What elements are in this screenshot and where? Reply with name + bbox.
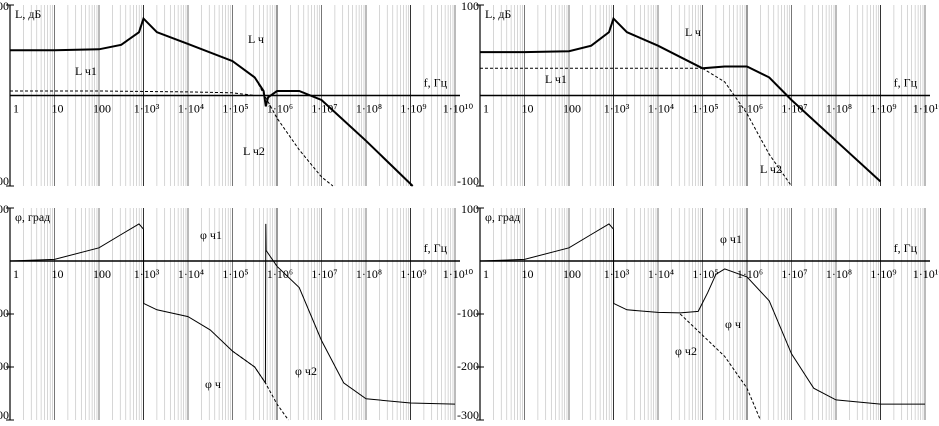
y-tick-label: 100: [0, 174, 9, 188]
x-tick-label: 1·10⁵: [692, 267, 718, 281]
series-label: L ч: [685, 25, 701, 39]
y-tick-label: 100: [0, 202, 9, 216]
series-line: [479, 223, 925, 405]
x-axis-label: f, Гц: [424, 241, 448, 255]
series-label: φ ч2: [295, 364, 317, 378]
x-tick-label: 1·10¹⁰: [913, 101, 939, 115]
y-axis-label: φ, град: [15, 210, 50, 224]
x-tick-label: 1·10⁴: [648, 267, 674, 281]
x-tick-label: 1·10⁷: [781, 267, 807, 281]
x-tick-label: 1·10⁴: [178, 267, 204, 281]
x-axis-label: f, Гц: [894, 241, 918, 255]
x-tick-label: 100: [93, 101, 111, 115]
series-label: L ч: [248, 32, 264, 46]
x-tick-label: 1·10⁸: [356, 267, 382, 281]
y-tick-label: 300: [0, 408, 9, 422]
y-tick-label: -300: [457, 408, 479, 422]
x-tick-label: 1·10⁸: [356, 101, 382, 115]
series-line: [679, 313, 761, 421]
x-tick-label: 10: [522, 101, 534, 115]
series-line: [10, 16, 414, 187]
x-tick-label: 1·10⁹: [400, 101, 426, 115]
x-tick-label: 1·10¹⁰: [443, 101, 474, 115]
x-tick-label: 1·10⁴: [648, 101, 674, 115]
x-tick-label: 1: [13, 267, 19, 281]
x-tick-label: 1·10⁵: [222, 101, 248, 115]
x-tick-label: 1·10⁷: [311, 101, 337, 115]
x-tick-label: 1·10⁹: [870, 101, 896, 115]
x-tick-label: 1: [483, 267, 489, 281]
y-tick-label: 100: [461, 202, 479, 216]
series-label: φ ч: [725, 317, 741, 331]
x-tick-label: 100: [563, 101, 581, 115]
series-line: [480, 16, 882, 183]
x-tick-label: 100: [563, 267, 581, 281]
x-tick-label: 1·10³: [604, 101, 630, 115]
x-axis-label: f, Гц: [894, 75, 918, 89]
y-tick-label: 100: [0, 306, 9, 320]
x-axis-label: f, Гц: [424, 75, 448, 89]
series-label: L ч2: [760, 162, 782, 176]
series-label: φ ч1: [720, 232, 742, 246]
x-tick-label: 1·10¹⁰: [443, 267, 474, 281]
x-tick-label: 1·10⁹: [400, 267, 426, 281]
x-tick-label: 10: [52, 267, 64, 281]
y-axis-label: L, дБ: [485, 7, 511, 21]
x-tick-label: 1·10⁶: [737, 101, 763, 115]
x-tick-label: 1·10⁶: [267, 267, 293, 281]
y-tick-label: 100: [461, 0, 479, 13]
y-axis-label: φ, град: [485, 210, 520, 224]
x-tick-label: 1·10⁷: [311, 267, 337, 281]
series-label: φ ч2: [675, 344, 697, 358]
y-tick-label: -100: [457, 306, 479, 320]
x-tick-label: 1·10⁵: [222, 267, 248, 281]
x-tick-label: 100: [93, 267, 111, 281]
x-tick-label: 1·10⁶: [267, 101, 293, 115]
x-tick-label: 1·10⁵: [692, 101, 718, 115]
x-tick-label: 1·10³: [134, 101, 160, 115]
y-axis-label: L, дБ: [15, 7, 41, 21]
series-label: L ч2: [243, 144, 265, 158]
x-tick-label: 1: [483, 101, 489, 115]
x-tick-label: 10: [522, 267, 534, 281]
y-tick-label: 200: [0, 359, 9, 373]
series-label: φ ч: [205, 377, 221, 391]
x-tick-label: 1·10³: [134, 267, 160, 281]
x-tick-label: 1·10⁸: [826, 101, 852, 115]
x-tick-label: 1·10⁹: [870, 267, 896, 281]
y-tick-label: -200: [457, 359, 479, 373]
x-tick-label: 1·10⁸: [826, 267, 852, 281]
x-tick-label: 1: [13, 101, 19, 115]
series-label: φ ч1: [200, 228, 222, 242]
series-line: [702, 67, 792, 187]
y-tick-label: 100: [0, 0, 9, 13]
x-tick-label: 1·10⁴: [178, 101, 204, 115]
series-line: [232, 60, 334, 187]
series-label: L ч1: [545, 72, 567, 86]
y-tick-label: -100: [457, 174, 479, 188]
series-label: L ч1: [75, 64, 97, 78]
x-tick-label: 1·10⁷: [781, 101, 807, 115]
x-tick-label: 1·10⁶: [737, 267, 763, 281]
x-tick-label: 10: [52, 101, 64, 115]
x-tick-label: 1·10³: [604, 267, 630, 281]
x-tick-label: 1·10¹⁰: [913, 267, 939, 281]
series-line: [9, 223, 456, 405]
series-line: [232, 350, 289, 421]
